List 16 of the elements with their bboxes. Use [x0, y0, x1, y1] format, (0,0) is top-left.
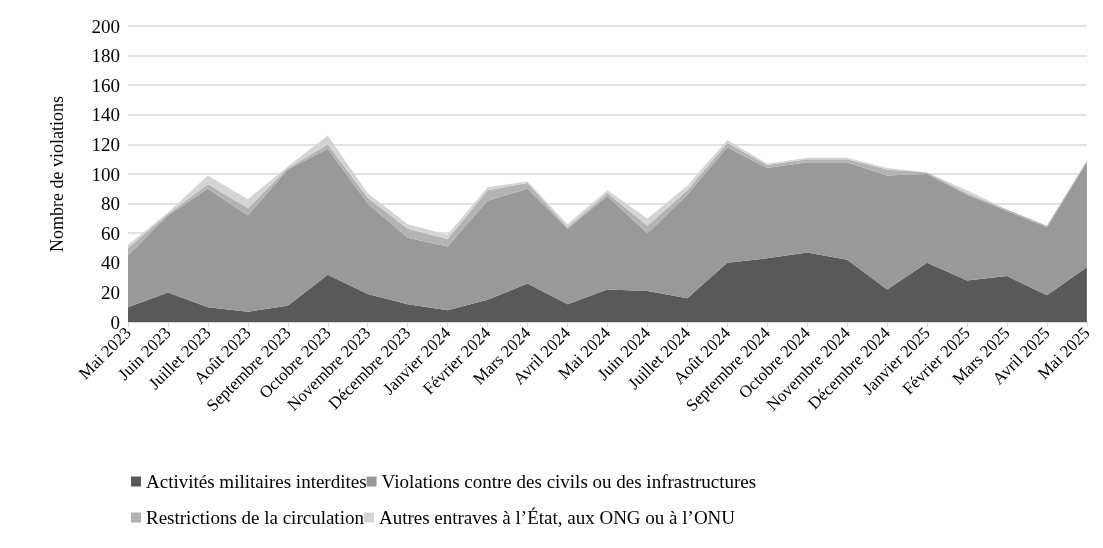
y-tick-label: 20	[101, 281, 120, 303]
y-tick-label: 40	[101, 252, 120, 274]
legend-label: Violations contre des civils ou des infrastructures	[381, 471, 757, 492]
y-tick-label: 0	[110, 311, 120, 333]
y-tick-label: 60	[101, 222, 120, 244]
y-tick-label: 100	[91, 163, 120, 185]
y-tick-label: 180	[91, 45, 120, 67]
y-tick-label: 160	[91, 74, 120, 96]
legend-label: Autres entraves à l’État, aux ONG ou à l’ONU	[378, 507, 736, 528]
y-tick-label: 140	[91, 104, 120, 126]
y-axis-title: Nombre de violations	[47, 96, 67, 252]
legend-label: Restrictions de la circulation	[146, 507, 365, 528]
y-tick-label: 200	[91, 15, 120, 37]
y-tick-label: 80	[101, 193, 120, 215]
y-tick-label: 120	[91, 133, 120, 155]
legend-label: Activités militaires interdites	[146, 471, 367, 492]
